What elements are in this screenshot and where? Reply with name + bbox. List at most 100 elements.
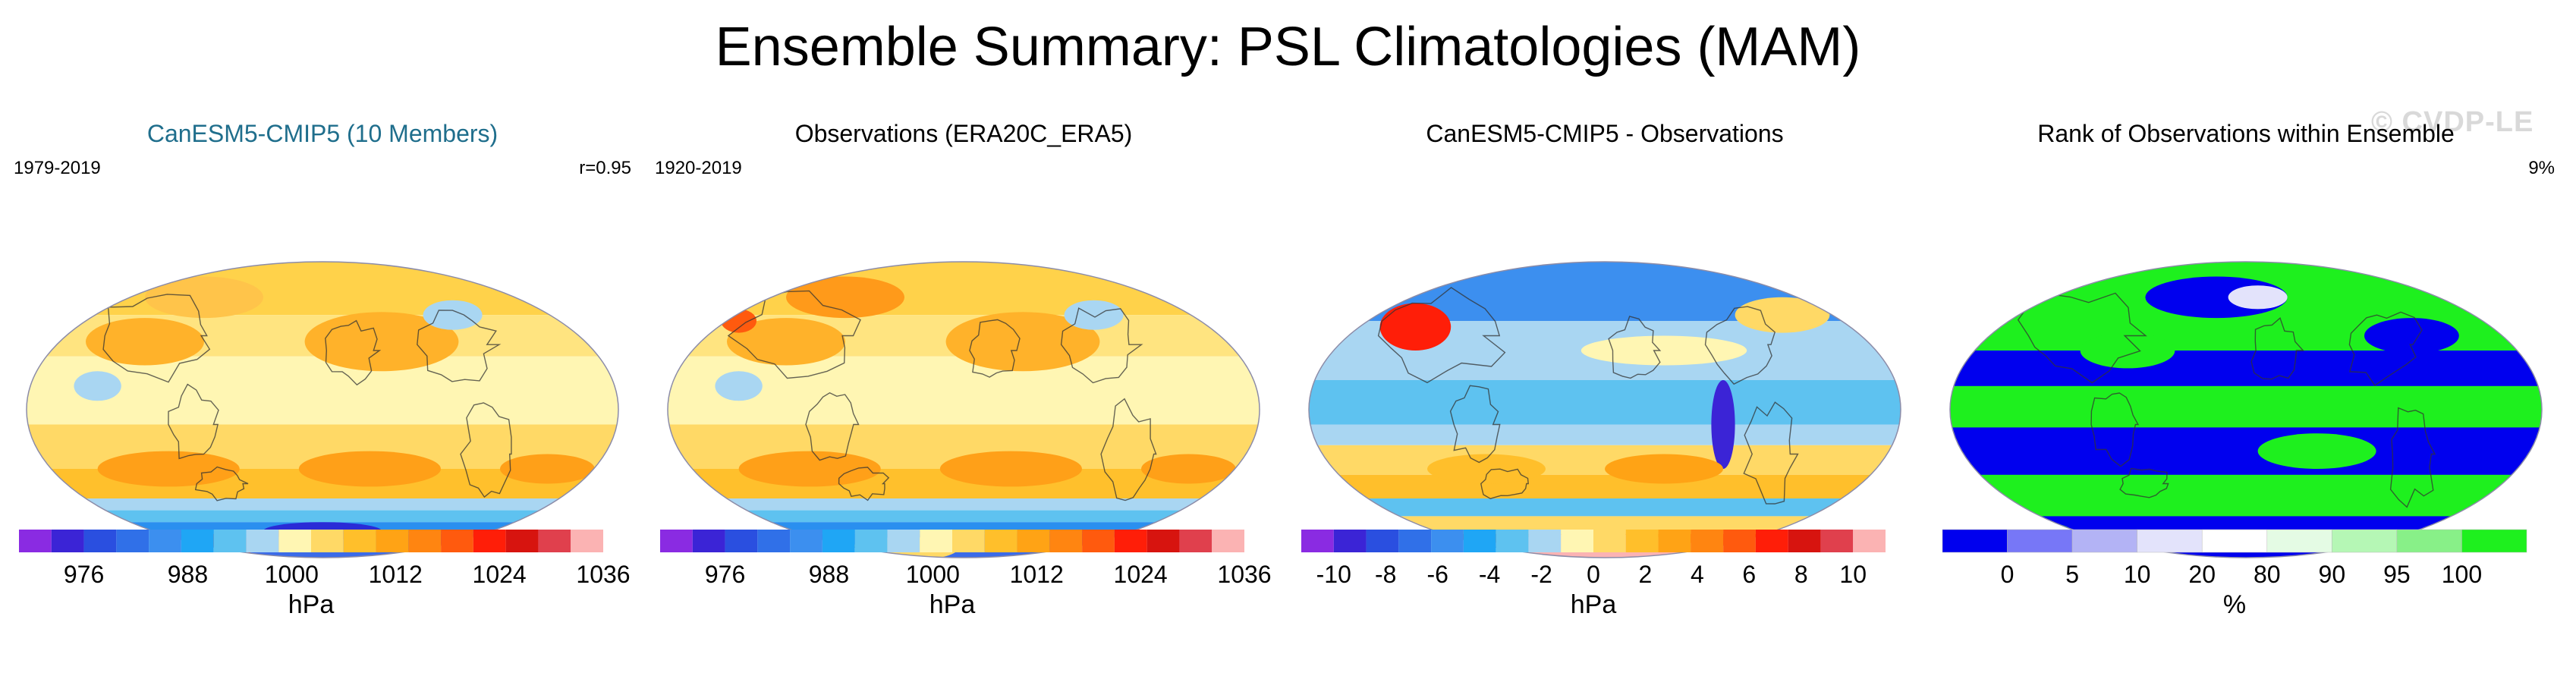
coastline: [2090, 392, 2140, 467]
map-svg: 976 988 1000 1012 1024 1036 hPa: [660, 261, 1272, 619]
rank-blob: [2257, 433, 2376, 469]
colorbar-swatch: [757, 530, 791, 552]
colorbar-swatch: [1658, 530, 1691, 552]
colorbar-swatch: [278, 530, 311, 552]
map-border: [667, 261, 1260, 558]
coastline: [1449, 385, 1501, 464]
field-band: [1309, 424, 1901, 445]
subtropical-high: [738, 451, 881, 487]
colorbar-swatch: [1146, 530, 1180, 552]
colorbar-swatch: [1496, 530, 1529, 552]
polar-high: [145, 276, 263, 319]
colorbar-swatch: [19, 530, 52, 552]
colorbar-unit-label: %: [2223, 590, 2246, 619]
colorbar-tick-label: 10: [2124, 561, 2151, 588]
panel-title: CanESM5-CMIP5 - Observations: [1426, 120, 1784, 147]
field-band: [1309, 380, 1901, 425]
rank-percent-label: 9%: [2528, 158, 2555, 178]
coastline: [1704, 306, 1776, 385]
panel-rank: Rank of Observations within Ensemble 9% …: [1931, 114, 2561, 668]
field-band: [27, 356, 618, 425]
low-pressure: [715, 371, 763, 401]
subtropical-high: [97, 451, 240, 487]
subtropical-high: [304, 312, 459, 372]
colorbar-tick-label: 6: [1742, 561, 1756, 588]
period-label: 1979-2019: [14, 158, 101, 178]
colorbar-swatch: [51, 530, 84, 552]
coastline: [727, 290, 861, 379]
coastline: [1743, 401, 1799, 505]
rank-blob: [2364, 318, 2459, 354]
correlation-label: r=0.95: [579, 158, 631, 178]
colorbar-tick-label: 20: [2188, 561, 2216, 588]
colorbar-tick-label: 1000: [906, 561, 960, 588]
field-band: [668, 262, 1260, 316]
colorbar-tick-label: 100: [2442, 561, 2482, 588]
colorbar-swatch: [2266, 529, 2332, 553]
colorbar-tick-label: 5: [2065, 561, 2079, 588]
panel-difference: CanESM5-CMIP5 - Observations -10 -8 -6 -4 -2…: [1290, 114, 1920, 668]
colorbar-swatch: [1431, 530, 1464, 552]
colorbar-tick-label: 80: [2254, 561, 2281, 588]
colorbar-swatch: [2137, 529, 2203, 553]
map-border: [1308, 261, 1901, 558]
subtropical-high: [86, 318, 204, 366]
colorbar-swatch: [1691, 530, 1724, 552]
coastline: [168, 383, 219, 460]
map-svg: 0 5 10 20 80 90 95 100%: [1942, 261, 2543, 619]
colorbar-swatch: [571, 530, 603, 552]
colorbar-swatch: [1114, 530, 1147, 552]
colorbar-tick-label: -10: [1316, 561, 1351, 588]
colorbar-tick-label: 1012: [369, 561, 423, 588]
colorbar-tick-label: 988: [168, 561, 208, 588]
colorbar-swatch: [83, 530, 117, 552]
colorbar-swatch: [725, 530, 758, 552]
coastline: [2389, 407, 2436, 508]
panel-title: Rank of Observations within Ensemble: [2037, 120, 2455, 147]
colorbar-swatch: [790, 530, 822, 552]
field-band: [27, 498, 618, 511]
colorbar-swatch: [692, 530, 725, 552]
colorbar-swatch: [2071, 529, 2137, 553]
field-band: [1950, 351, 2542, 386]
field-band: [1309, 474, 1901, 498]
coastline: [102, 294, 211, 383]
subtropical-high: [939, 451, 1082, 487]
subtropical-high: [1141, 454, 1236, 484]
colorbar-swatch: [473, 530, 506, 552]
colorbar-tick-label: 90: [2319, 561, 2346, 588]
colorbar-swatch: [343, 530, 376, 552]
positive-bias: [1605, 454, 1723, 484]
coastline: [969, 319, 1021, 378]
colorbar-tick-label: 1000: [265, 561, 319, 588]
colorbar-swatch: [505, 530, 539, 552]
colorbar-swatch: [1853, 530, 1886, 552]
colorbar-swatch: [1528, 530, 1562, 552]
colorbar-tick-label: -6: [1426, 561, 1448, 588]
colorbar-swatch: [1398, 530, 1432, 552]
subtropical-high: [298, 451, 441, 487]
colorbar-swatch: [213, 530, 247, 552]
panel-model-climatology: CanESM5-CMIP5 (10 Members) 1979-2019 r=0…: [8, 114, 637, 668]
colorbar-swatch: [1942, 529, 2008, 553]
rank-blob: [2080, 332, 2175, 369]
coastline: [460, 402, 512, 498]
panel-title: Observations (ERA20C_ERA5): [794, 120, 1133, 147]
colorbar-tick-label: 976: [705, 561, 745, 588]
colorbar-swatch: [2396, 529, 2462, 553]
colorbar-tick-label: 976: [64, 561, 104, 588]
colorbar-swatch: [1463, 530, 1496, 552]
colorbar-tick-label: 988: [809, 561, 849, 588]
colorbar-swatch: [920, 530, 952, 552]
positive-bias: [1379, 303, 1452, 351]
polar-high: [786, 276, 904, 319]
colorbar-swatch: [1082, 530, 1115, 552]
colorbar-swatch: [822, 530, 855, 552]
field-band: [668, 498, 1260, 511]
field-band: [1309, 516, 1901, 534]
colorbar-swatch: [408, 530, 442, 552]
colorbar-tick-label: -8: [1375, 561, 1396, 588]
colorbar-tick-label: 95: [2383, 561, 2411, 588]
coastline: [1100, 398, 1157, 501]
coastline: [1608, 316, 1662, 379]
